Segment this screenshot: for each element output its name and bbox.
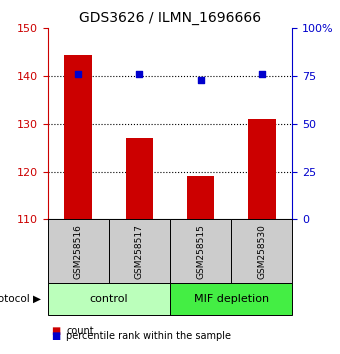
- Bar: [248, 119, 275, 219]
- Text: GSM258515: GSM258515: [196, 224, 205, 279]
- Text: control: control: [89, 294, 128, 304]
- Text: ■: ■: [51, 326, 60, 336]
- Bar: [187, 177, 214, 219]
- Point: [137, 72, 142, 77]
- Point: [259, 72, 265, 77]
- Text: MIF depletion: MIF depletion: [194, 294, 269, 304]
- Text: count: count: [66, 326, 94, 336]
- Text: protocol ▶: protocol ▶: [0, 294, 41, 304]
- Text: GSM258530: GSM258530: [257, 224, 266, 279]
- Bar: [126, 138, 153, 219]
- Text: percentile rank within the sample: percentile rank within the sample: [66, 331, 231, 341]
- Point: [75, 72, 81, 77]
- Title: GDS3626 / ILMN_1696666: GDS3626 / ILMN_1696666: [79, 11, 261, 24]
- Bar: [65, 55, 92, 219]
- Text: GSM258517: GSM258517: [135, 224, 144, 279]
- Point: [198, 77, 203, 83]
- Text: GSM258516: GSM258516: [74, 224, 83, 279]
- Text: ■: ■: [51, 331, 60, 341]
